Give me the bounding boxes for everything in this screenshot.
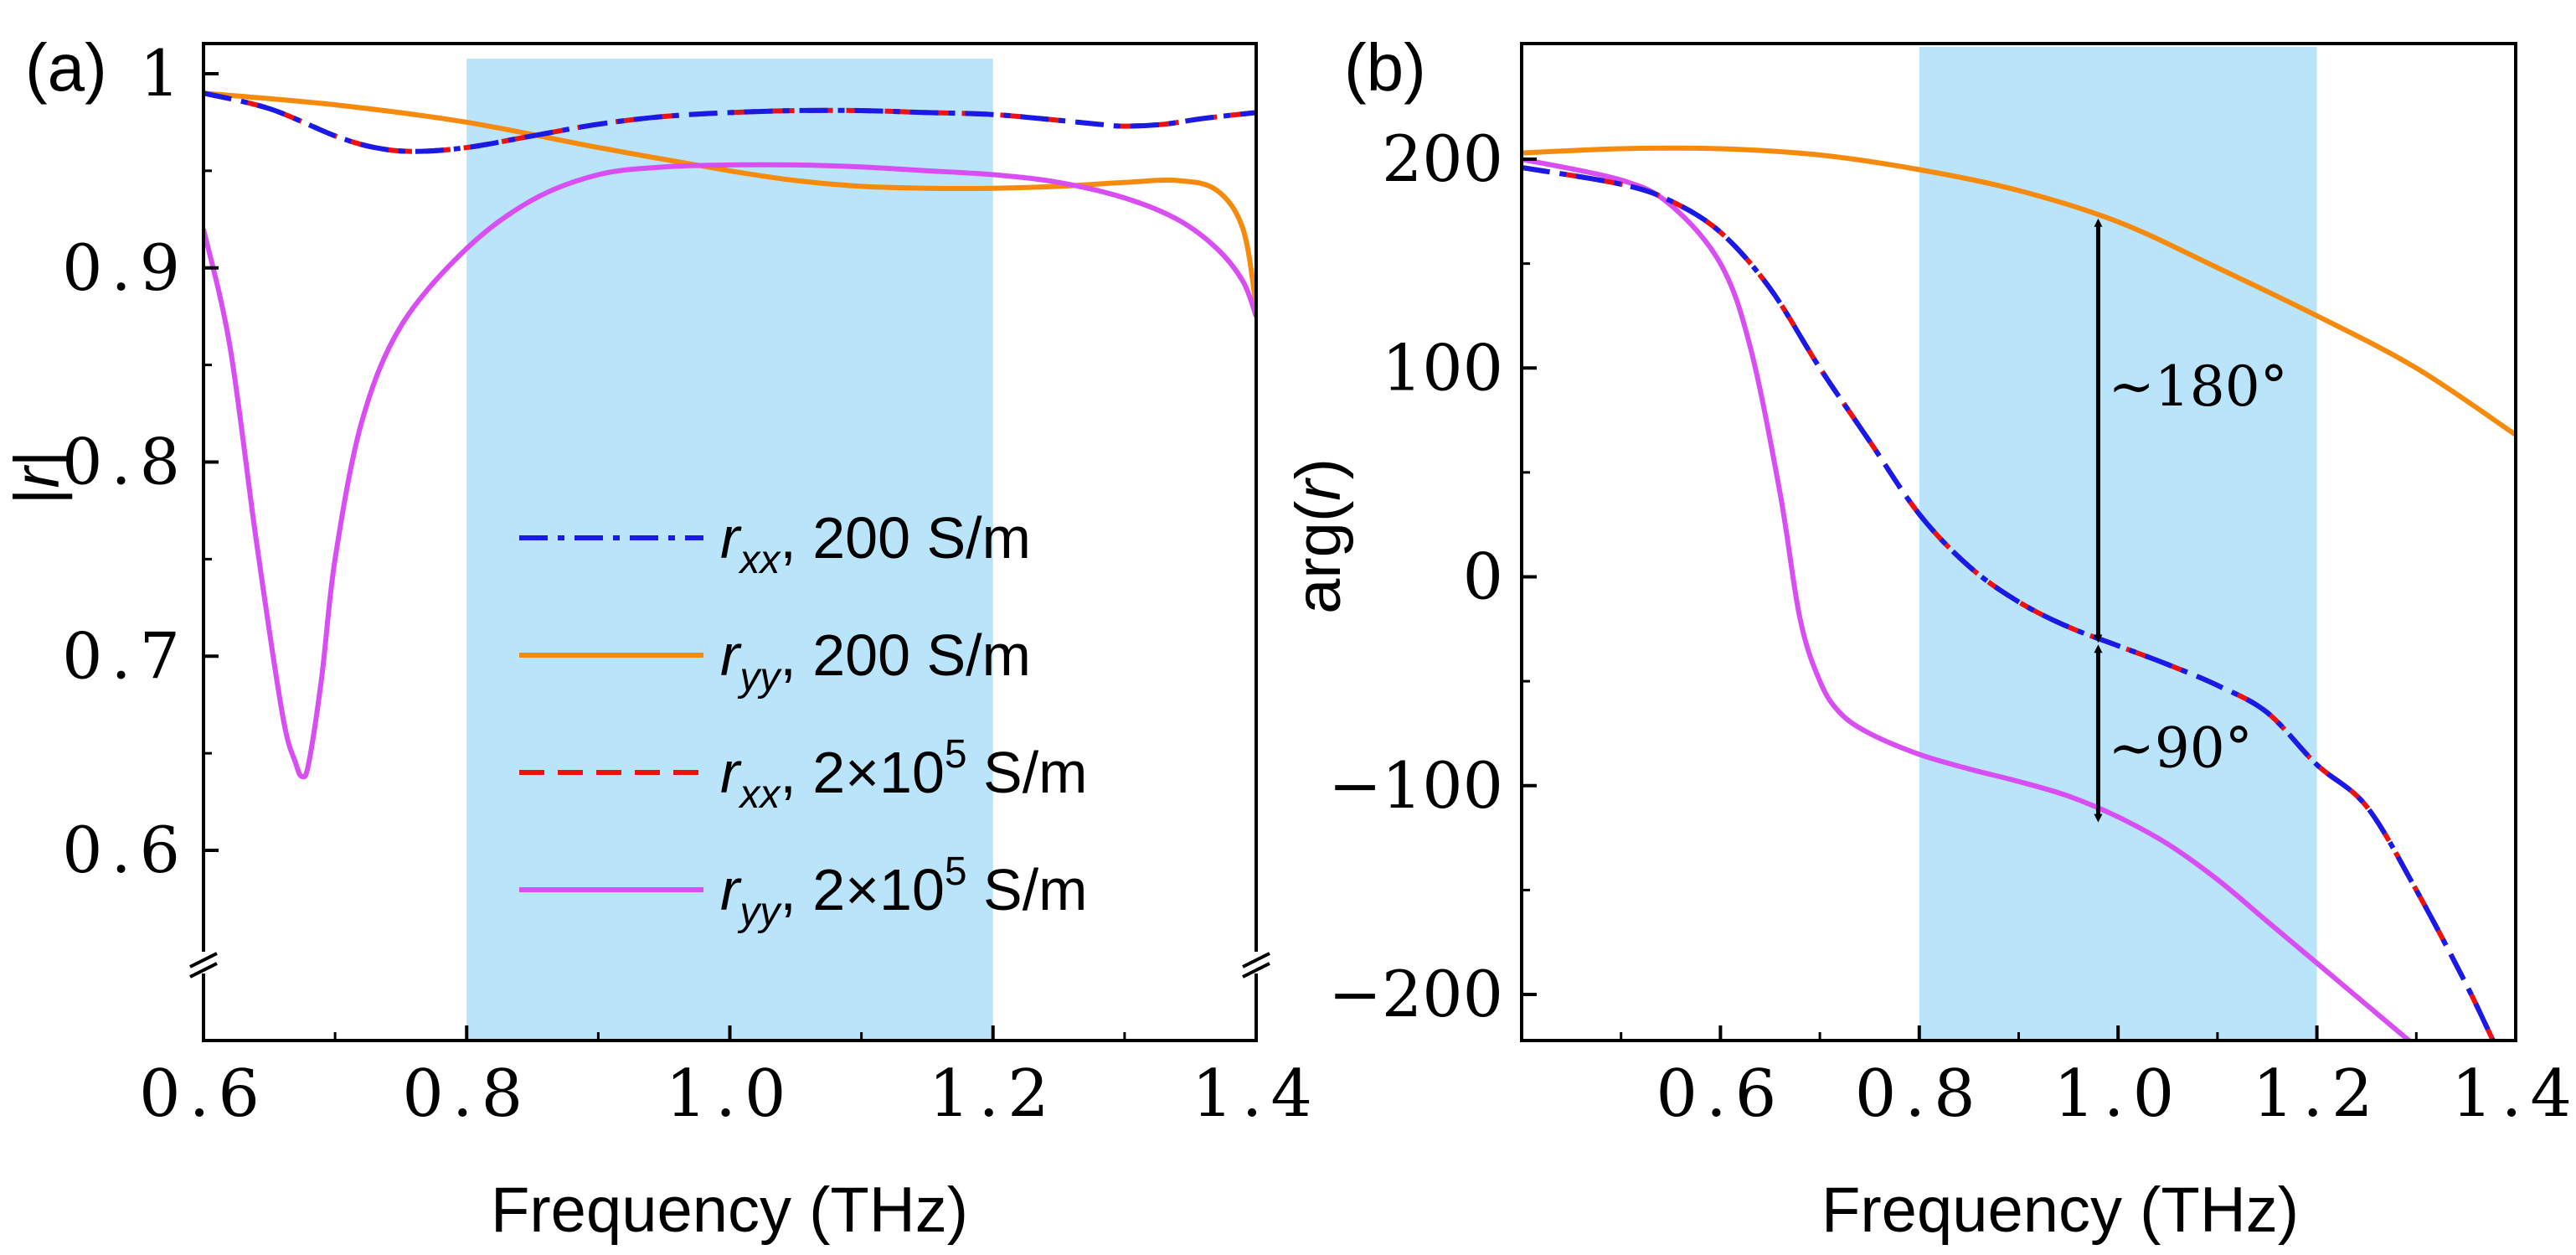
legend-entry-part: r [720, 857, 742, 922]
legend-entry-part: , 200 S/m [780, 505, 1031, 571]
axis-break-mark [189, 962, 218, 979]
panel-b-y-tick-label: −200 [1328, 957, 1503, 1031]
panel-a-x-axis-label: Frequency (THz) [491, 1175, 968, 1246]
panel-b-y-axis-suffix: ) [1283, 458, 1354, 479]
legend-entry-part: , 2×10 [780, 857, 945, 922]
panel-b-series-1-line [1522, 165, 2496, 1041]
panel-b-x-tick-label: 1.4 [2451, 1056, 2576, 1132]
panel-a-x-tick-label: 1.2 [929, 1056, 1058, 1132]
legend-entry-part: S/m [967, 857, 1088, 922]
panel-b-series [1522, 145, 2516, 1041]
panel-a-y-tick-label: 0.8 [62, 425, 188, 499]
panel-b-x-axis-label: Frequency (THz) [1821, 1175, 2299, 1246]
panel-b-y-axis-symbol: r [1283, 478, 1354, 501]
legend-entry-part: r [720, 505, 742, 571]
panel-a-y-tick-label: 0.6 [62, 813, 188, 887]
annotation-label: ~180° [2108, 354, 2287, 419]
panel-a-y-axis-label: |r| [2, 451, 73, 505]
panel-b-y-axis-prefix: arg( [1283, 501, 1354, 614]
panel-b-highlight-band [1919, 47, 2317, 1041]
panel-a-highlight-band [466, 59, 993, 1041]
legend-entry-part: , 2×10 [780, 740, 945, 805]
panel-b-x-tick-label: 1.2 [2253, 1056, 2382, 1132]
panel-a-series-3-line [204, 162, 1256, 780]
panel-a-x-tick-label: 0.8 [402, 1056, 531, 1132]
legend-entry-part: r [720, 622, 742, 688]
panel-a-y-axis-symbol: r [2, 465, 73, 488]
panel-a-x-tick-label: 1.0 [665, 1056, 794, 1132]
panel-a: 0.6 0.8 1.0 1.2 1.40.60.70.80.91 rxx, 200 S/… [2, 30, 1321, 1246]
panel-b-x-tick-label: 0.6 [1656, 1056, 1785, 1132]
annotation-label: ~90° [2108, 715, 2252, 780]
panel-a-y-tick-label: 0.9 [62, 230, 188, 305]
panel-b-ticks: 0.6 0.8 1.0 1.2 1.4 −200 −100 0 100 200 [1328, 121, 2576, 1132]
legend-entry-part: S/m [967, 740, 1088, 805]
panel-a-y-tick-label: 0.7 [62, 618, 188, 693]
panel-b-label: (b) [1344, 30, 1426, 105]
legend-entry-part: , 200 S/m [780, 622, 1031, 688]
panel-b-x-tick-label: 0.8 [1855, 1056, 1984, 1132]
panel-b-y-axis-label: arg(r) [1283, 458, 1354, 614]
panel-b-y-tick-label: 200 [1382, 121, 1503, 196]
legend-entry-part: r [720, 740, 742, 805]
panel-b-annotations: ~180° ~90° [2094, 218, 2288, 823]
panel-a-series-1-line [204, 90, 1256, 307]
panel-b-y-tick-label: 0 [1463, 540, 1503, 614]
legend-entry-part: xx [738, 538, 781, 582]
panel-b-y-tick-label: 100 [1382, 330, 1503, 405]
panel-a-ticks: 0.6 0.8 1.0 1.2 1.4 0.6 0.7 0.8 0.9 1 [62, 36, 1321, 1132]
panel-a-series-0-line [204, 90, 1256, 154]
panel-a-axis-break [189, 952, 1270, 979]
axis-break-mark [1242, 962, 1270, 979]
legend-entry-part: yy [737, 655, 782, 700]
legend-entry-part: 5 [945, 732, 967, 777]
axis-break-mark [1242, 952, 1270, 968]
panel-a-x-tick-label: 0.6 [139, 1056, 268, 1132]
legend-entry-text: rxx, 200 S/m [720, 505, 1031, 582]
axis-break-mark [189, 952, 218, 968]
legend-entry-part: yy [737, 890, 782, 934]
legend-entry-text: ryy, 200 S/m [720, 622, 1031, 700]
panel-b-series-3-line [1522, 157, 2414, 1041]
legend-entry-text: ryy, 2×105 S/m [720, 850, 1088, 934]
panel-a-y-tick-label: 1 [140, 36, 188, 111]
legend-entry-part: xx [738, 772, 781, 817]
panel-b-series-0-line [1522, 145, 2516, 437]
panel-a-label: (a) [25, 30, 107, 105]
panel-a-series [204, 90, 1256, 780]
panel-b-y-tick-label: −100 [1328, 748, 1503, 823]
legend-entry-text: rxx, 2×105 S/m [720, 732, 1088, 817]
panel-a-x-tick-label: 1.4 [1192, 1056, 1321, 1132]
legend-entry-part: 5 [945, 850, 967, 894]
panel-b: 0.6 0.8 1.0 1.2 1.4 −200 −100 0 100 200 ~180° ~90°… [1283, 30, 2576, 1246]
panel-b-x-tick-label: 1.0 [2053, 1056, 2182, 1132]
